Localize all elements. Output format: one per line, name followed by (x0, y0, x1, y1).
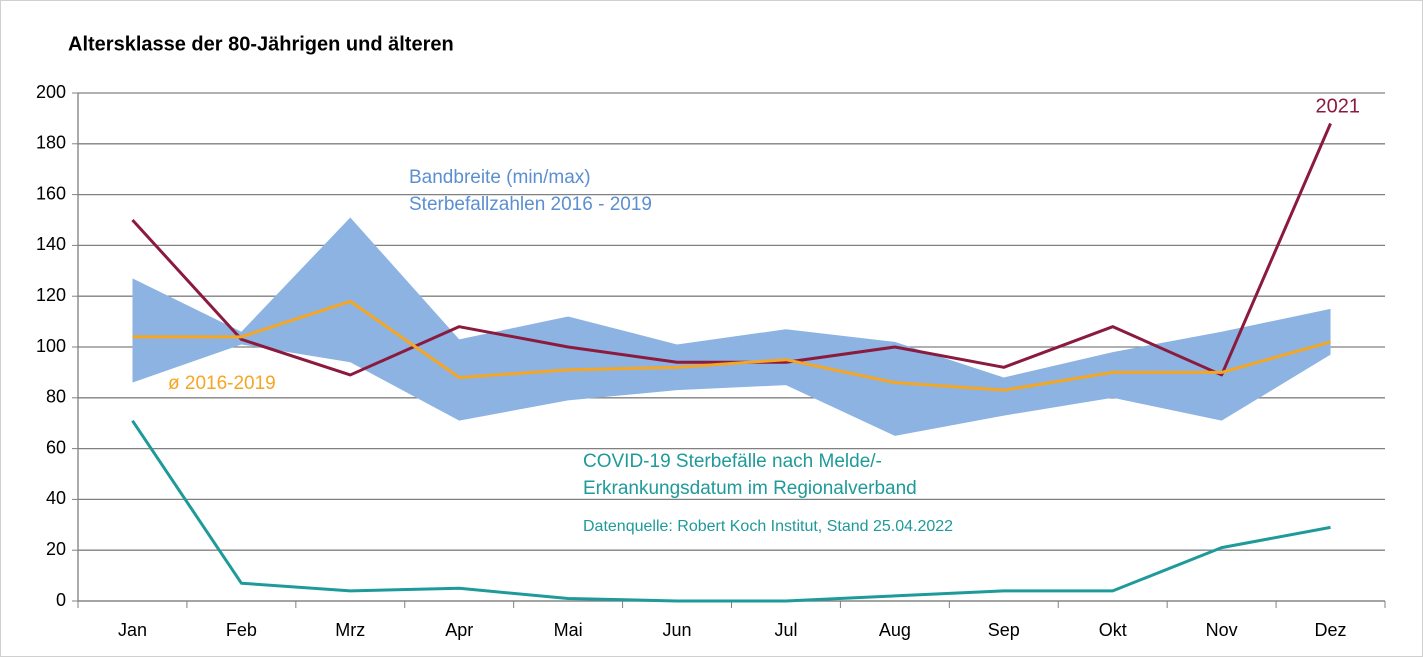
x-tick-label: Feb (226, 620, 257, 640)
y-tick-label: 140 (36, 234, 66, 254)
series-label: COVID-19 Sterbefälle nach Melde/- (583, 451, 882, 472)
y-tick-label: 40 (46, 488, 66, 508)
x-tick-label: Aug (879, 620, 911, 640)
x-tick-label: Jun (663, 620, 692, 640)
y-tick-label: 80 (46, 387, 66, 407)
x-tick-label: Mai (554, 620, 583, 640)
source-note: Datenquelle: Robert Koch Institut, Stand… (583, 518, 953, 535)
y-tick-label: 60 (46, 437, 66, 457)
x-tick-label: Jul (774, 620, 797, 640)
band-label: Bandbreite (min/max) (409, 167, 591, 188)
line (132, 299, 1331, 392)
x-tick-label: Nov (1206, 620, 1238, 640)
band-label: Sterbefallzahlen 2016 - 2019 (409, 194, 652, 215)
y-tick-label: 0 (56, 590, 66, 610)
series-label: ø 2016-2019 (168, 373, 276, 394)
x-tick-label: Mrz (335, 620, 365, 640)
x-tick-label: Okt (1099, 620, 1127, 640)
x-tick-label: Apr (445, 620, 473, 640)
chart-title: Altersklasse der 80-Jährigen und älteren (68, 33, 454, 55)
range-band (132, 217, 1331, 436)
x-tick-label: Dez (1315, 620, 1347, 640)
x-tick-label: Jan (118, 620, 147, 640)
y-tick-label: 200 (36, 82, 66, 102)
y-tick-label: 120 (36, 285, 66, 305)
y-tick-label: 20 (46, 539, 66, 559)
y-tick-label: 180 (36, 133, 66, 153)
x-tick-label: Sep (988, 620, 1020, 640)
y-tick-label: 100 (36, 336, 66, 356)
series-label: Erkrankungsdatum im Regionalverband (583, 478, 917, 499)
line (131, 419, 1331, 603)
series-label: 2021 (1316, 95, 1361, 117)
y-tick-label: 160 (36, 183, 66, 203)
